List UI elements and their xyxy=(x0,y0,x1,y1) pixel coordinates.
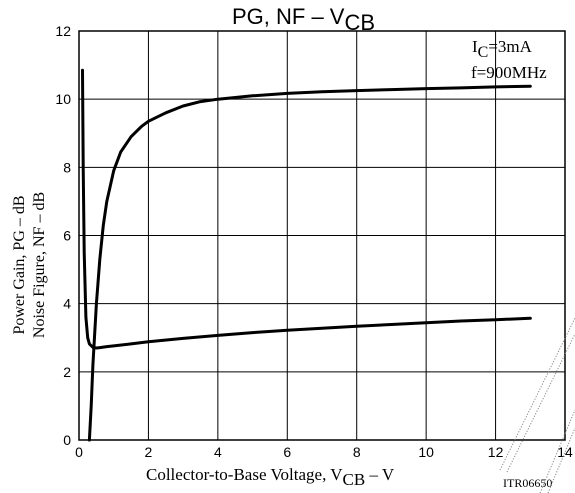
x-axis-label-main: Collector-to-Base Voltage, V xyxy=(146,465,343,484)
y-axis-label-pg: Power Gain, PG – dB xyxy=(11,195,28,334)
x-tick-label-8: 8 xyxy=(353,444,361,460)
x-tick-label-10: 10 xyxy=(418,444,434,460)
scan-artifact-diagonal xyxy=(500,318,575,493)
y-tick-label-2: 2 xyxy=(63,364,71,380)
x-axis-label-subscript: CB xyxy=(343,470,366,489)
x-tick-label-2: 2 xyxy=(145,444,153,460)
condition-ic-value: =3mA xyxy=(488,37,532,56)
y-tick-label-6: 6 xyxy=(63,228,71,244)
chart-title-main: PG, NF – V xyxy=(232,4,345,29)
y-tick-label-4: 4 xyxy=(63,296,71,312)
series-line-1 xyxy=(83,70,531,348)
y-tick-label-10: 10 xyxy=(55,91,71,107)
y-tick-label-8: 8 xyxy=(63,159,71,175)
x-tick-label-4: 4 xyxy=(214,444,222,460)
y-axis-label-nf: Noise Figure, NF – dB xyxy=(31,192,48,338)
condition-ic-subscript: C xyxy=(478,44,489,61)
y-tick-label-0: 0 xyxy=(63,432,71,448)
series-line-0 xyxy=(89,86,530,440)
condition-ic: IC=3mA xyxy=(472,37,533,61)
x-axis-label: Collector-to-Base Voltage, VCB – V xyxy=(146,465,395,489)
x-axis-label-unit: – V xyxy=(365,465,395,484)
series-lines xyxy=(83,70,531,440)
y-tick-label-12: 12 xyxy=(55,23,71,39)
x-tick-label-0: 0 xyxy=(75,444,83,460)
figure-code: ITR06650 xyxy=(503,476,552,490)
condition-frequency: f=900MHz xyxy=(471,63,547,82)
x-tick-label-6: 6 xyxy=(283,444,291,460)
x-tick-label-12: 12 xyxy=(488,444,504,460)
